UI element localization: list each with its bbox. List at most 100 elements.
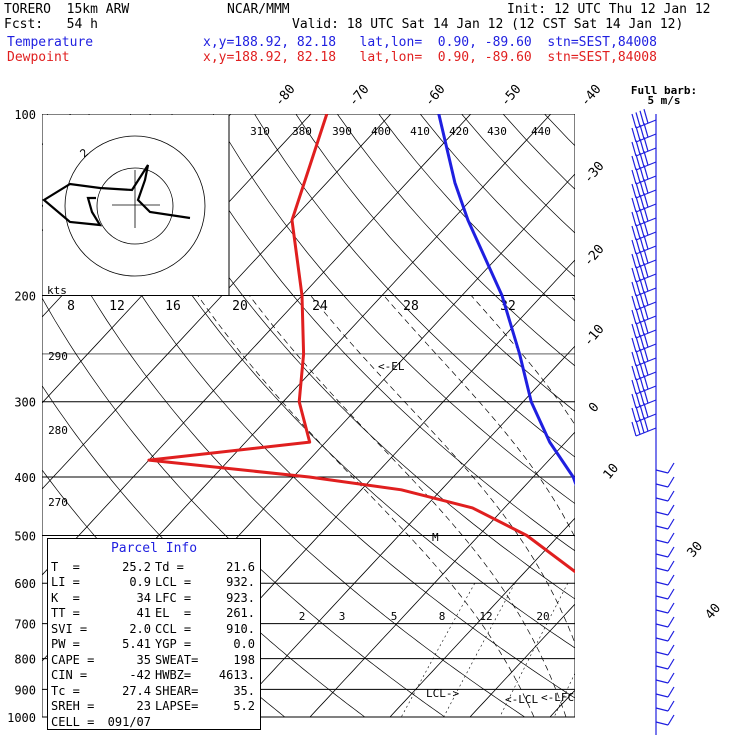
wind-barb bbox=[655, 700, 675, 712]
hodograph-ring-label: 28 bbox=[403, 299, 419, 314]
wind-barb-staff bbox=[655, 651, 669, 656]
wind-barb bbox=[655, 630, 675, 642]
wind-barb-feather bbox=[643, 151, 649, 166]
parcel-cell: K = 34 bbox=[51, 591, 155, 607]
dry-adiabat bbox=[669, 114, 740, 717]
wind-barb-feather bbox=[643, 137, 649, 152]
parcel-value: 35. bbox=[233, 683, 255, 698]
parcel-cell: PW = 5.41 bbox=[51, 637, 155, 653]
wind-barb-staff bbox=[655, 623, 669, 628]
isotherm-label: -50 bbox=[498, 82, 525, 110]
wind-barb bbox=[655, 616, 675, 628]
pressure-tick-label: 400 bbox=[14, 471, 36, 485]
pressure-tick-label: 900 bbox=[14, 683, 36, 697]
theta-label: 440 bbox=[531, 125, 551, 138]
wind-barb-staff bbox=[655, 581, 669, 586]
wind-barb-feather bbox=[643, 179, 649, 194]
moist-adiabat bbox=[197, 295, 535, 718]
parcel-cell: SREH = 23 bbox=[51, 699, 155, 715]
wind-barb-feather bbox=[639, 334, 645, 349]
wind-barb-staff bbox=[655, 637, 669, 642]
wind-barb-feather bbox=[643, 389, 649, 404]
wind-barb-feather bbox=[639, 390, 645, 405]
wind-barb-feather bbox=[631, 309, 637, 325]
parcel-key: LCL = bbox=[155, 575, 192, 589]
wind-barb-feather bbox=[643, 347, 649, 362]
wind-barb-staff bbox=[655, 567, 669, 572]
hodograph-ring bbox=[96, 167, 174, 245]
wind-barb-feather bbox=[631, 351, 637, 367]
wind-barb-feather bbox=[635, 238, 641, 253]
mixing-ratio-label: 12 bbox=[479, 610, 492, 623]
parcel-cell: LI = 0.9 bbox=[51, 575, 155, 591]
wind-barb-feather bbox=[667, 546, 675, 558]
wind-barb-feather bbox=[643, 319, 649, 334]
wind-barb bbox=[655, 714, 675, 726]
theta-label: 380 bbox=[292, 125, 312, 138]
parcel-key: Tc = bbox=[51, 683, 80, 698]
parcel-key: SREH = bbox=[51, 699, 95, 713]
parcel-key: EL = bbox=[155, 606, 192, 620]
wind-barb-feather bbox=[643, 207, 649, 222]
wind-barb-feather bbox=[643, 361, 649, 376]
parcel-key: CCL = bbox=[155, 621, 192, 636]
wind-barb-feather bbox=[635, 252, 641, 267]
parcel-row: CIN = -42 HWBZ= 4613. bbox=[48, 668, 260, 684]
wind-barb-feather bbox=[667, 560, 675, 572]
parcel-cell: LAPSE= 5.2 bbox=[155, 699, 259, 715]
temperature-location: x,y=188.92, 82.18 lat,lon= 0.90, -89.60 … bbox=[203, 35, 657, 50]
isotherm bbox=[630, 114, 740, 717]
wind-barb-staff bbox=[635, 413, 657, 423]
parcel-cell: SHEAR= 35. bbox=[155, 684, 259, 700]
parcel-key: LFC = bbox=[155, 590, 192, 605]
wind-barb bbox=[655, 560, 675, 572]
wind-barb-staff bbox=[655, 707, 669, 712]
hodograph-ring-label: 12 bbox=[109, 299, 125, 314]
wind-barb-feather bbox=[631, 141, 637, 157]
parcel-value: 091/07 bbox=[107, 714, 151, 729]
wind-barb bbox=[655, 490, 675, 502]
wind-barb-staff bbox=[635, 357, 657, 367]
parcel-value: 261. bbox=[226, 606, 255, 620]
wind-barb-feather bbox=[635, 112, 641, 127]
pressure-tick-label: 1000 bbox=[7, 711, 36, 725]
parcel-info-panel: Parcel Info T = 25.2 Td = 21.6 LI = 0.9 LCL = 9… bbox=[47, 538, 261, 730]
wind-barb-feather bbox=[631, 239, 637, 255]
wind-barb-feather bbox=[635, 196, 641, 211]
parcel-row: SREH = 23 LAPSE= 5.2 bbox=[48, 699, 260, 715]
wind-barb-staff bbox=[635, 231, 657, 241]
parcel-cell: LCL = 932. bbox=[155, 575, 259, 591]
wind-barb-feather bbox=[631, 281, 637, 297]
parcel-value: 23 bbox=[136, 699, 151, 713]
wind-barb-staff bbox=[655, 679, 669, 684]
parcel-value: 932. bbox=[226, 575, 255, 589]
wind-barb-feather bbox=[643, 417, 649, 432]
parcel-key: SVI = bbox=[51, 621, 88, 636]
wind-barb-feather bbox=[635, 420, 641, 435]
mixing-ratio-line bbox=[499, 583, 569, 718]
wind-barb-feather bbox=[667, 630, 675, 642]
wind-barb bbox=[631, 151, 657, 171]
wind-barb bbox=[655, 658, 675, 670]
wind-barb bbox=[655, 504, 675, 516]
barb-legend-unit: 5 m/s bbox=[647, 94, 680, 107]
parcel-row: PW = 5.41 YGP = 0.0 bbox=[48, 637, 260, 653]
parcel-key: TT = bbox=[51, 606, 80, 620]
wind-barb-staff bbox=[635, 203, 657, 213]
wind-barb-feather bbox=[639, 166, 645, 181]
wind-barb-feather bbox=[631, 379, 637, 395]
parcel-key: SHEAR= bbox=[155, 683, 199, 698]
parcel-cell: CELL = 091/07 bbox=[51, 715, 155, 731]
pressure-axis: 100 200 300 400 500 600 700 800 900 1000 bbox=[7, 108, 36, 725]
wind-barb bbox=[631, 193, 657, 213]
wind-barb-staff bbox=[635, 161, 657, 171]
dewpoint-location: x,y=188.92, 82.18 lat,lon= 0.90, -89.60 … bbox=[203, 50, 657, 65]
wind-barb bbox=[631, 235, 657, 255]
wind-barb-feather bbox=[639, 222, 645, 237]
isotherm-label: 40 bbox=[703, 601, 725, 623]
wind-barb-feather bbox=[667, 644, 675, 656]
parcel-value: -42 bbox=[129, 668, 151, 682]
wind-barb bbox=[631, 305, 657, 325]
wind-barb-feather bbox=[635, 210, 641, 225]
wind-barb bbox=[631, 263, 657, 283]
